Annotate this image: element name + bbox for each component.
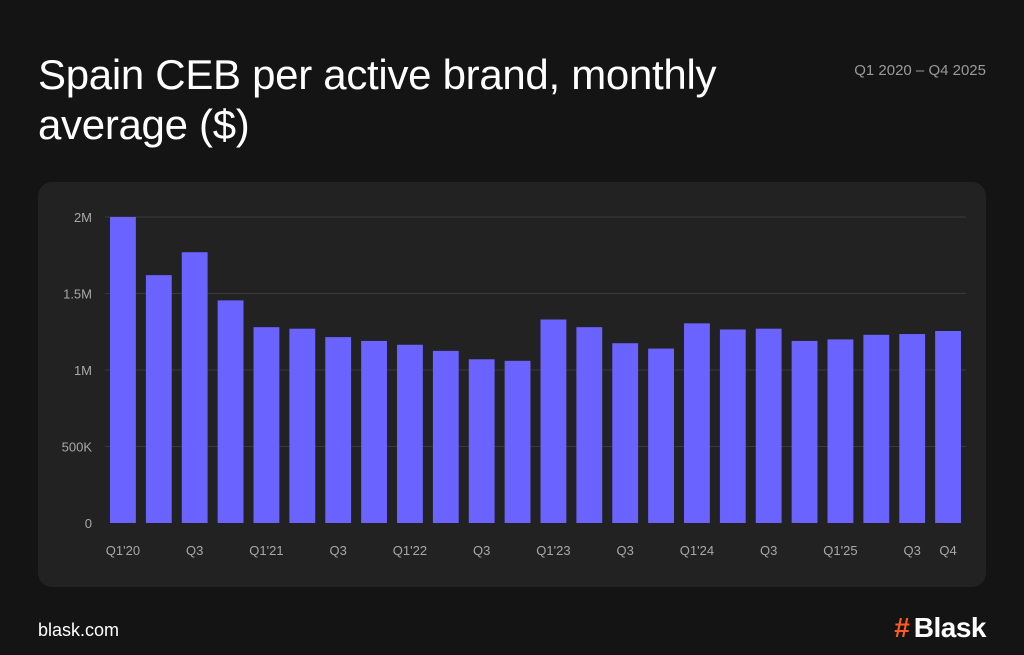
x-tick-label: Q3 bbox=[330, 543, 347, 558]
x-tick-label: Q1'24 bbox=[680, 543, 714, 558]
x-tick-label: Q3 bbox=[760, 543, 777, 558]
bar-chart: 0 500K 1M 1.5M 2M Q1'20 Q3 Q1'21 Q3 Q1'22 Q3 Q1'23 Q… bbox=[62, 210, 966, 558]
bar bbox=[863, 334, 890, 523]
x-tick-label: Q3 bbox=[904, 543, 921, 558]
brand-logo: # Blask bbox=[894, 613, 986, 643]
bar bbox=[289, 328, 316, 523]
bar bbox=[217, 300, 244, 523]
bar bbox=[504, 360, 531, 523]
x-tick-label: Q1'20 bbox=[106, 543, 140, 558]
x-tick-label: Q3 bbox=[617, 543, 634, 558]
bar bbox=[181, 252, 208, 523]
x-tick-label: Q1'22 bbox=[393, 543, 427, 558]
bar bbox=[361, 340, 387, 523]
bar bbox=[432, 350, 459, 524]
bar bbox=[755, 328, 782, 523]
date-range-label: Q1 2020 – Q4 2025 bbox=[854, 62, 986, 79]
bar bbox=[325, 337, 352, 523]
bar bbox=[684, 323, 710, 523]
hash-icon: # bbox=[894, 612, 910, 643]
y-tick-label: 500K bbox=[62, 440, 93, 455]
y-tick-label: 0 bbox=[85, 516, 92, 531]
chart-panel: 0 500K 1M 1.5M 2M Q1'20 Q3 Q1'21 Q3 Q1'22 Q3 Q1'23 Q… bbox=[38, 182, 986, 587]
bar bbox=[648, 348, 674, 523]
bar bbox=[397, 344, 423, 523]
bar bbox=[468, 359, 495, 523]
y-tick-label: 1.5M bbox=[63, 287, 92, 302]
y-tick-label: 1M bbox=[74, 363, 92, 378]
bar bbox=[719, 329, 746, 523]
x-tick-label: Q1'23 bbox=[536, 543, 570, 558]
bar bbox=[540, 319, 567, 523]
footer-website: blask.com bbox=[38, 620, 120, 640]
x-tick-label: Q3 bbox=[186, 543, 203, 558]
brand-name: Blask bbox=[913, 612, 987, 643]
bar bbox=[827, 339, 854, 523]
x-tick-label: Q1'21 bbox=[249, 543, 283, 558]
x-tick-label: Q3 bbox=[473, 543, 490, 558]
bar bbox=[935, 330, 961, 523]
chart-title: Spain CEB per active brand, monthly aver… bbox=[38, 51, 717, 148]
bar bbox=[110, 217, 136, 523]
bar bbox=[576, 327, 603, 523]
x-tick-label: Q4 bbox=[939, 543, 956, 558]
bar bbox=[791, 340, 818, 523]
bar bbox=[145, 275, 172, 523]
bar bbox=[899, 334, 926, 523]
bar bbox=[612, 343, 639, 523]
x-tick-label: Q1'25 bbox=[823, 543, 857, 558]
bar bbox=[253, 327, 280, 523]
y-tick-label: 2M bbox=[74, 210, 92, 225]
